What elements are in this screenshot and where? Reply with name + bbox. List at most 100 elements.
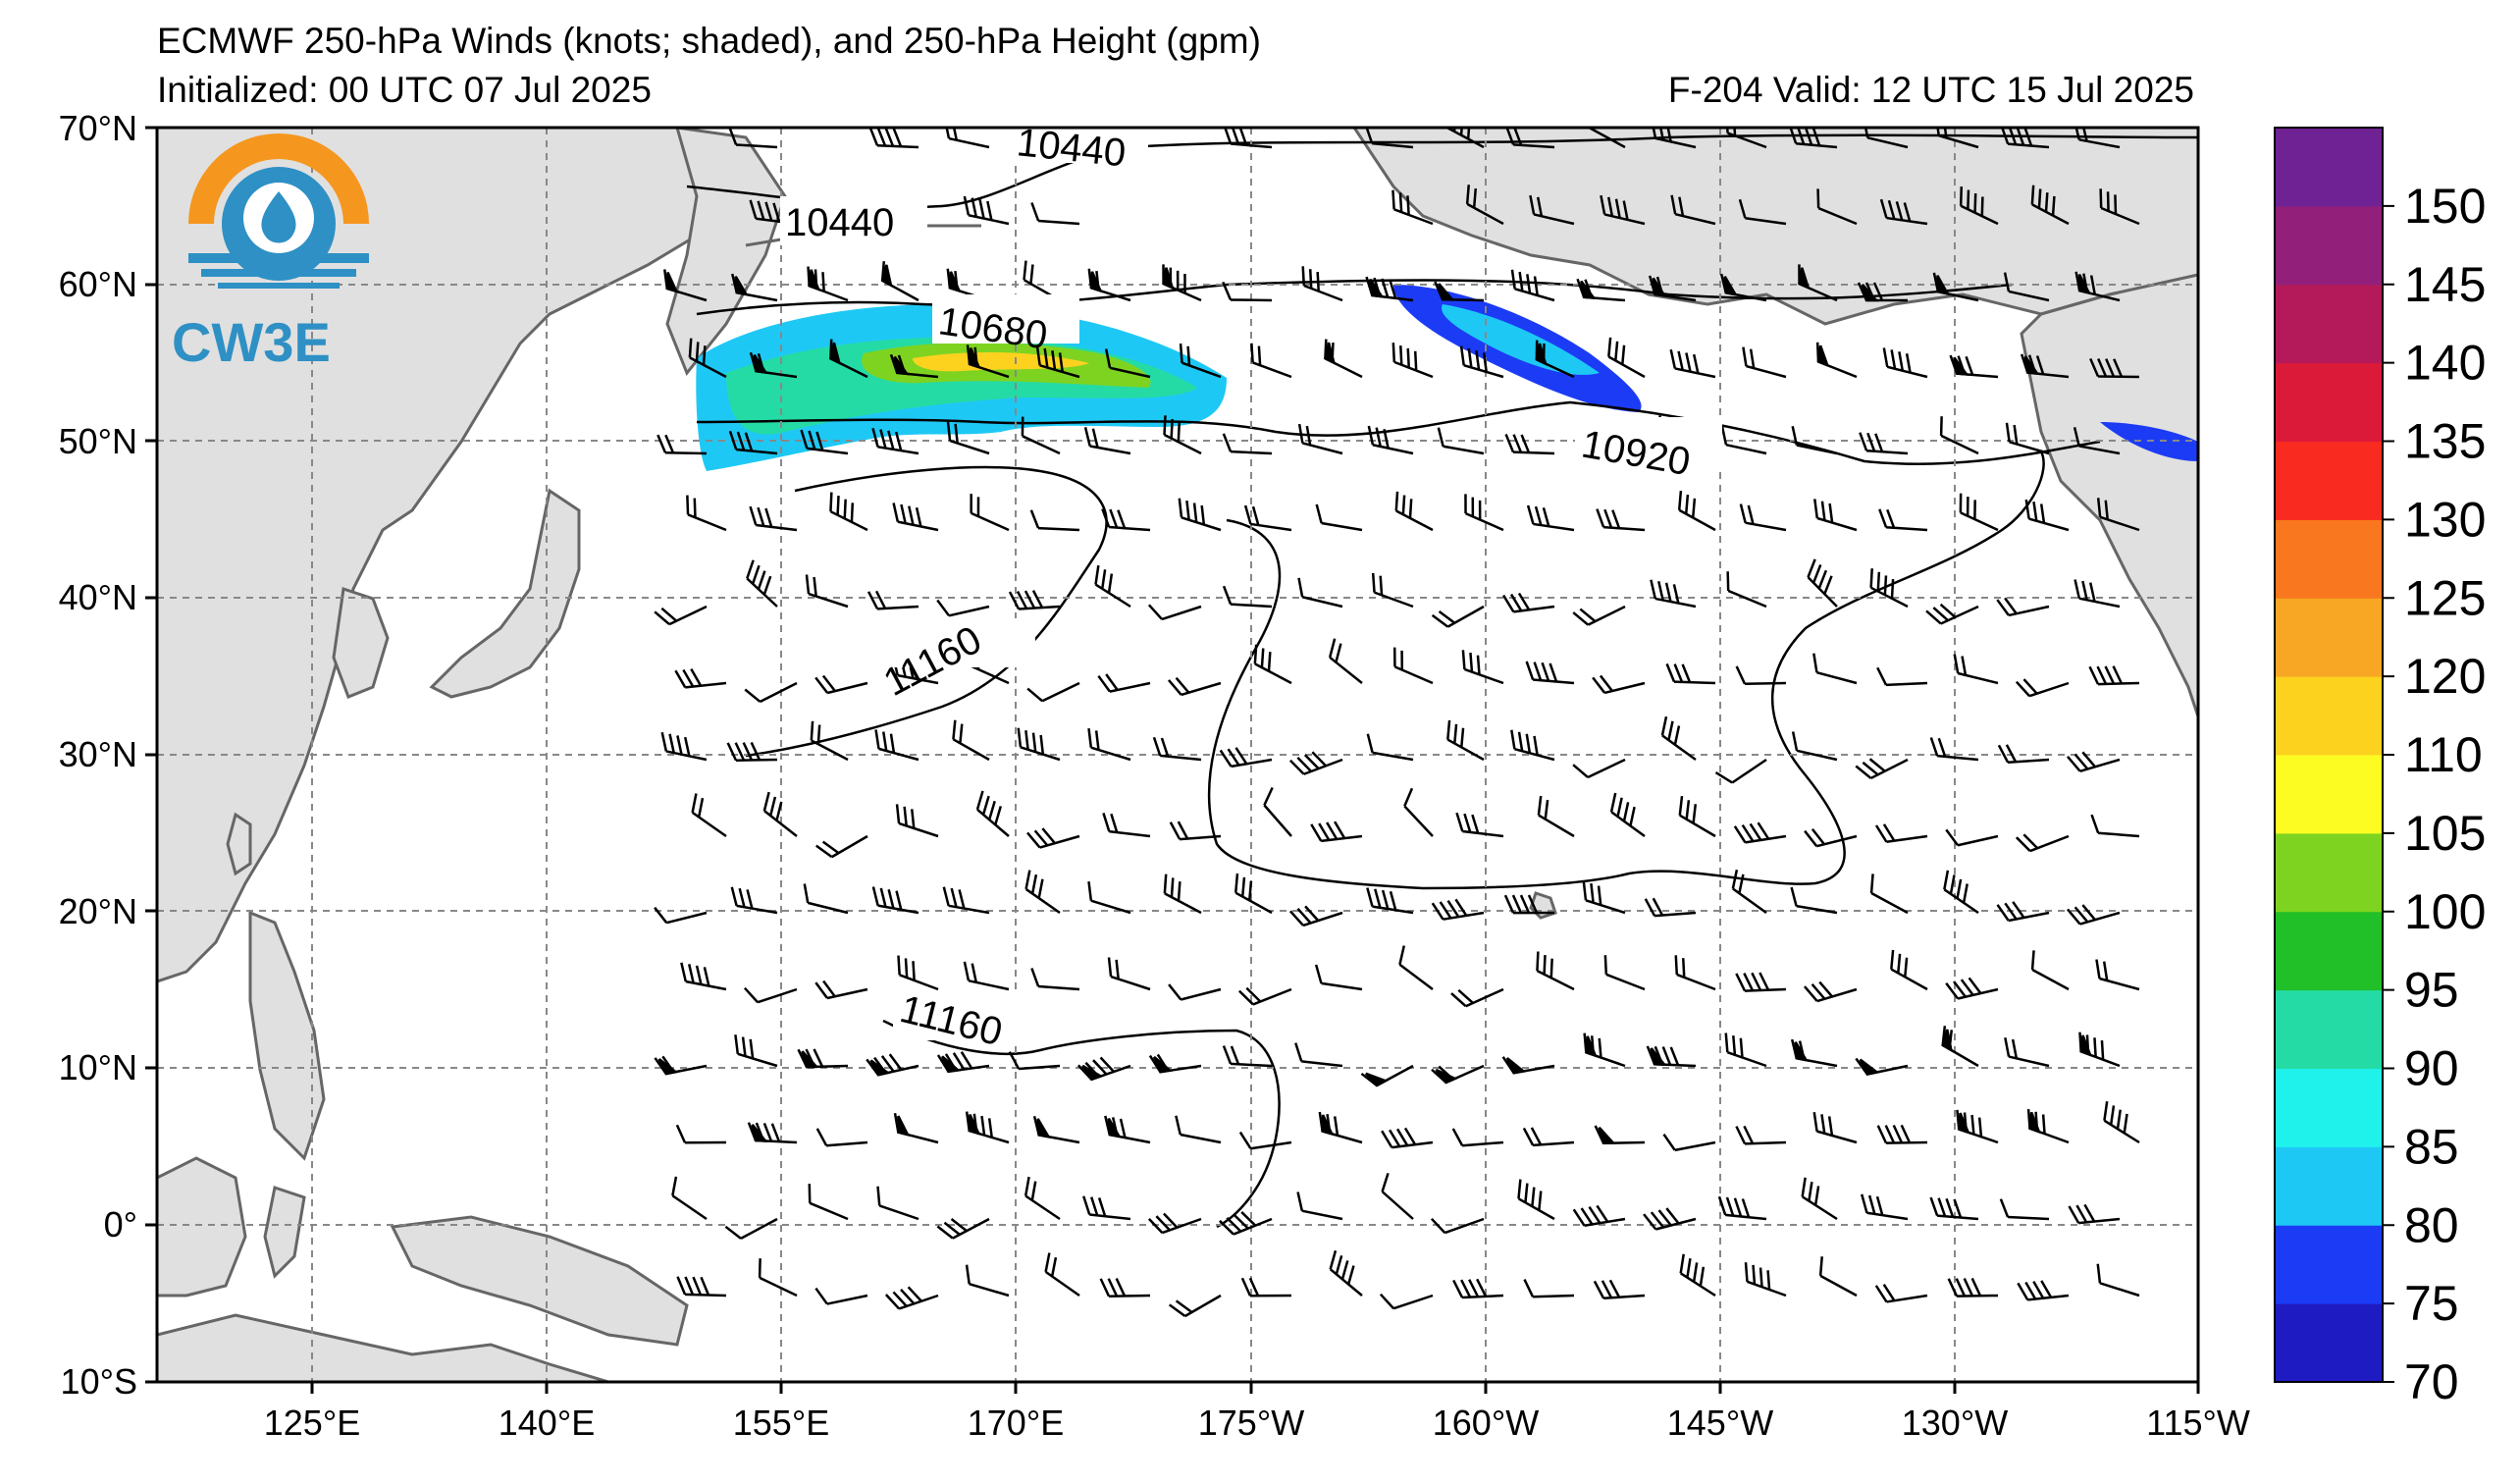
wind-barb bbox=[1798, 264, 1838, 302]
wind-barb bbox=[797, 1048, 849, 1069]
wind-barb bbox=[1529, 194, 1575, 226]
axis-ticks bbox=[145, 126, 2200, 1394]
wind-barb bbox=[1735, 665, 1787, 686]
lon-label: 175°W bbox=[1198, 1403, 1304, 1443]
wind-barb bbox=[1572, 1204, 1626, 1228]
wind-barb bbox=[1250, 343, 1292, 379]
wind-barb bbox=[2067, 751, 2121, 773]
wind-barb bbox=[2078, 1032, 2121, 1068]
wind-barb bbox=[1576, 278, 1626, 302]
land-new-guinea bbox=[390, 1215, 689, 1347]
wind-barb bbox=[1925, 603, 1979, 625]
wind-barb bbox=[1947, 1277, 1999, 1298]
logo-text: CW3E bbox=[172, 311, 331, 373]
wind-barb bbox=[1301, 266, 1343, 302]
wind-barb bbox=[1678, 796, 1716, 838]
lon-label: 130°W bbox=[1902, 1403, 2008, 1443]
wind-barb bbox=[675, 1124, 727, 1144]
colorbar-label: 85 bbox=[2404, 1119, 2459, 1174]
wind-barb bbox=[1717, 1195, 1767, 1221]
colorbar-label: 80 bbox=[2404, 1197, 2459, 1252]
wind-barb bbox=[1999, 1198, 2050, 1221]
wind-barb bbox=[1459, 345, 1504, 379]
wind-barb bbox=[1956, 1109, 1999, 1144]
wind-barb bbox=[942, 886, 990, 915]
wind-barb bbox=[1296, 1192, 1343, 1221]
wind-barb bbox=[1816, 188, 1858, 226]
wind-barb bbox=[1674, 955, 1716, 991]
wind-barb bbox=[1263, 786, 1292, 837]
wind-barb bbox=[889, 353, 939, 379]
wind-barb bbox=[1431, 898, 1485, 921]
wind-barb bbox=[1679, 1253, 1716, 1298]
wind-barb bbox=[1076, 1056, 1131, 1082]
wind-barb bbox=[1609, 792, 1646, 838]
colorbar-label: 145 bbox=[2404, 257, 2486, 312]
lat-label: 40°N bbox=[59, 577, 137, 617]
wind-barb bbox=[1162, 264, 1202, 302]
land-japan bbox=[429, 488, 581, 699]
wind-barb bbox=[1882, 347, 1928, 379]
wind-barb bbox=[1431, 605, 1485, 628]
wind-barb bbox=[1735, 972, 1787, 992]
wind-barb bbox=[1097, 673, 1151, 693]
wind-barb bbox=[1391, 189, 1434, 226]
wind-barb bbox=[1099, 1278, 1151, 1298]
land-north-america bbox=[2020, 273, 2198, 717]
wind-barb bbox=[1240, 1277, 1292, 1298]
wind-barb bbox=[1104, 1115, 1151, 1144]
wind-barb bbox=[744, 681, 798, 704]
wind-barb bbox=[1017, 727, 1061, 762]
wind-barb bbox=[1366, 733, 1414, 762]
wind-barb bbox=[1288, 751, 1343, 775]
wind-barb bbox=[1147, 1212, 1202, 1235]
wind-barb bbox=[1238, 986, 1292, 1006]
colorbar-label: 70 bbox=[2404, 1354, 2459, 1409]
wind-barb bbox=[946, 421, 990, 455]
wind-barb bbox=[654, 1055, 708, 1076]
wind-barb bbox=[758, 1258, 798, 1298]
wind-barb bbox=[1536, 951, 1575, 991]
wind-barb bbox=[1646, 1045, 1697, 1068]
wind-barb bbox=[1328, 638, 1363, 684]
wind-barb bbox=[1324, 339, 1363, 379]
wind-barb bbox=[691, 793, 727, 838]
wind-barb bbox=[1464, 494, 1504, 532]
wind-barb bbox=[674, 667, 727, 689]
wind-barb bbox=[893, 1112, 939, 1144]
colorbar-segment bbox=[2275, 911, 2383, 991]
wind-barb bbox=[1501, 1056, 1555, 1075]
wind-barb bbox=[656, 434, 708, 455]
contour-11160-north bbox=[745, 465, 1108, 758]
wind-barb bbox=[1026, 681, 1080, 703]
wind-barb bbox=[815, 1128, 868, 1147]
wind-barb bbox=[1234, 873, 1273, 915]
wind-barb bbox=[1371, 572, 1414, 609]
wind-barb bbox=[1735, 1125, 1787, 1145]
wind-barb bbox=[1451, 1128, 1504, 1147]
wind-barb bbox=[814, 980, 868, 1000]
lon-label: 170°E bbox=[968, 1403, 1064, 1443]
wind-barb bbox=[1725, 128, 1767, 149]
wind-barb bbox=[1953, 654, 1999, 685]
wind-barb bbox=[800, 429, 849, 455]
wind-barb bbox=[1818, 1256, 1858, 1298]
wind-barb bbox=[1179, 343, 1222, 379]
wind-barb bbox=[1588, 128, 1626, 149]
wind-barb bbox=[1101, 508, 1151, 532]
wind-barb bbox=[1592, 674, 1646, 695]
wind-barb bbox=[1082, 1195, 1131, 1221]
wind-barb bbox=[936, 1217, 990, 1240]
wind-barb bbox=[805, 574, 849, 609]
wind-barb bbox=[1222, 585, 1273, 609]
colorbar-label: 140 bbox=[2404, 336, 2486, 391]
wind-barb bbox=[1929, 737, 1979, 762]
colorbar-label: 125 bbox=[2404, 570, 2486, 625]
wind-barb bbox=[1169, 821, 1222, 841]
wind-barb bbox=[1297, 423, 1343, 455]
wind-barb bbox=[1365, 276, 1414, 302]
land-australia bbox=[157, 1313, 609, 1382]
wind-barb bbox=[1890, 949, 1928, 991]
wind-barb bbox=[2067, 904, 2121, 926]
wind-barb bbox=[1360, 1064, 1414, 1087]
